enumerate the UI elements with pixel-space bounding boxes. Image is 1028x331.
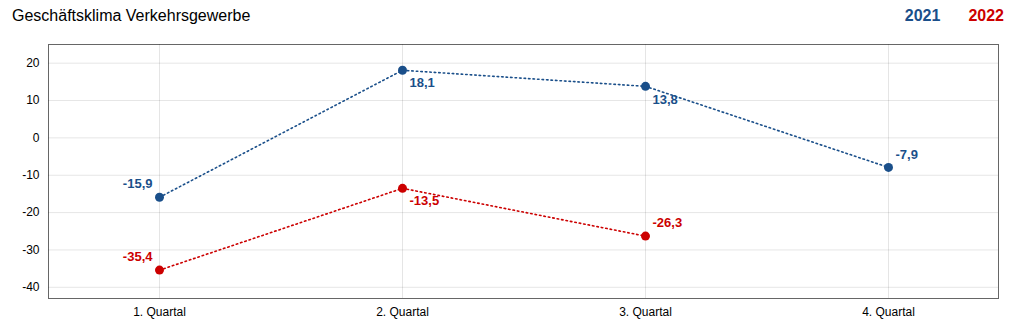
svg-text:-10: -10 (22, 168, 40, 182)
svg-text:13,8: 13,8 (653, 91, 678, 106)
svg-text:1. Quartal: 1. Quartal (133, 305, 186, 319)
svg-text:-15,9: -15,9 (123, 176, 153, 191)
svg-text:2. Quartal: 2. Quartal (376, 305, 429, 319)
html-text:Geschäftsklima Verkehrsgewerbe: Geschäftsklima Verkehrsgewerbe (12, 7, 251, 24)
html-text:2022: 2022 (968, 7, 1004, 24)
svg-text:4. Quartal: 4. Quartal (862, 305, 915, 319)
svg-text:20: 20 (26, 56, 40, 70)
svg-text:18,1: 18,1 (410, 75, 435, 90)
svg-text:-35,4: -35,4 (123, 249, 153, 264)
svg-text:-20: -20 (22, 205, 40, 219)
html-text:2021: 2021 (904, 7, 941, 24)
svg-text:0: 0 (33, 131, 40, 145)
svg-text:-30: -30 (22, 243, 40, 257)
svg-text:-13,5: -13,5 (410, 193, 440, 208)
svg-text:-26,3: -26,3 (653, 215, 683, 230)
svg-text:10: 10 (26, 93, 40, 107)
svg-text:-7,9: -7,9 (896, 147, 918, 162)
svg-text:3. Quartal: 3. Quartal (619, 305, 672, 319)
svg-text:-40: -40 (22, 280, 40, 294)
